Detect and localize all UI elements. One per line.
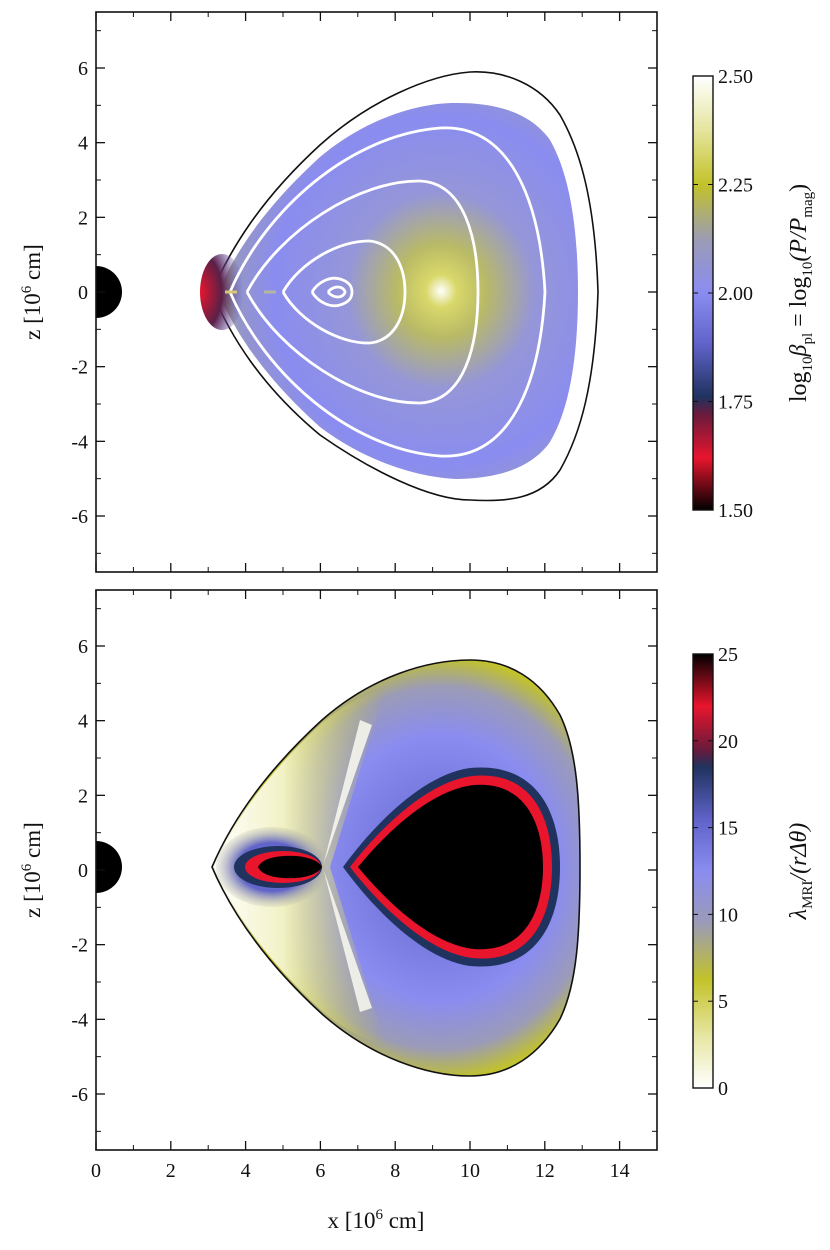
colorbar-bottom-ticks: 25 20 15 10 5 0 [693,644,738,1100]
bottom-x-tick-label: 14 [610,1160,630,1182]
field-line-2 [245,179,480,405]
bottom-x-tick-label: 4 [241,1160,251,1182]
bottom-x-tick-label: 10 [460,1160,480,1182]
x-axis-label: x [106 cm] [328,1207,425,1233]
colorbar-top-ticks: 2.50 2.25 2.00 1.75 1.50 [693,66,753,522]
bottom-cusp-spoke-up [323,720,372,866]
colorbar-top-tick-label: 2.25 [718,175,753,197]
colorbar-top-label: log10βpl = log10(P/Pmag) [786,184,816,402]
colorbar-bottom-tick-label: 0 [718,1078,728,1100]
top-y-tick-label: -4 [71,431,88,453]
top-central-object [96,266,122,318]
field-line-4 [310,276,354,308]
bottom-y-tick-label: 0 [78,860,88,882]
bottom-x-tick-label: 6 [315,1160,325,1182]
top-field-region [218,102,578,480]
bottom-x-ticks: 0 2 4 6 8 10 12 14 [91,590,630,1182]
field-line-5 [326,285,347,299]
bottom-y-tick-label: -6 [71,1084,88,1106]
bottom-central-object [96,841,122,893]
large-lobe-core [358,784,543,950]
top-y-ticks: -6 -4 -2 0 2 4 6 [71,30,657,554]
bottom-y-tick-label: 4 [78,711,88,733]
top-y-tick-label: -6 [71,506,88,528]
top-panel [96,71,599,502]
bottom-y-tick-label: -2 [71,935,88,957]
top-y-axis-label: z [106 cm] [19,244,45,340]
bottom-y-ticks: -6 -4 -2 0 2 4 6 [71,608,657,1132]
small-lobe-core [258,855,322,879]
colorbar-bottom-tick-label: 15 [718,818,738,840]
bottom-cusp-spoke-down [323,868,372,1012]
top-y-tick-label: 4 [78,133,88,155]
bottom-x-tick-label: 2 [166,1160,176,1182]
colorbar-top-tick-label: 1.75 [718,392,753,414]
colorbar-bottom-label: λMRI/(rΔθ) [786,823,816,921]
bottom-y-tick-label: 6 [78,636,88,658]
top-y-tick-label: 2 [78,207,88,229]
colorbar-top-tick-label: 1.50 [718,500,753,522]
bottom-panel [96,659,581,1077]
field-line-1 [228,126,547,458]
field-lines [228,126,547,458]
bottom-y-tick-label: 2 [78,785,88,807]
bottom-x-tick-label: 12 [535,1160,555,1182]
colorbar-bottom-tick-label: 5 [718,991,728,1013]
bottom-y-axis-label: z [106 cm] [19,822,45,918]
colorbar-bottom-tick-label: 20 [718,731,738,753]
field-line-3 [281,239,407,345]
top-left-red-spot [200,254,244,330]
top-y-tick-label: 0 [78,282,88,304]
colorbar-bottom-tick-label: 10 [718,904,738,926]
colorbar-bottom-tick-label: 25 [718,644,738,666]
colorbar-bottom [692,653,714,1089]
top-y-tick-label: -2 [71,357,88,379]
top-x-ticks [95,12,621,572]
colorbar-top-tick-label: 2.50 [718,66,753,88]
colorbar-top-tick-label: 2.00 [718,283,753,305]
bottom-x-tick-label: 0 [91,1160,101,1182]
top-y-tick-label: 6 [78,58,88,80]
bottom-y-tick-label: -4 [71,1009,88,1031]
bottom-x-tick-label: 8 [390,1160,400,1182]
